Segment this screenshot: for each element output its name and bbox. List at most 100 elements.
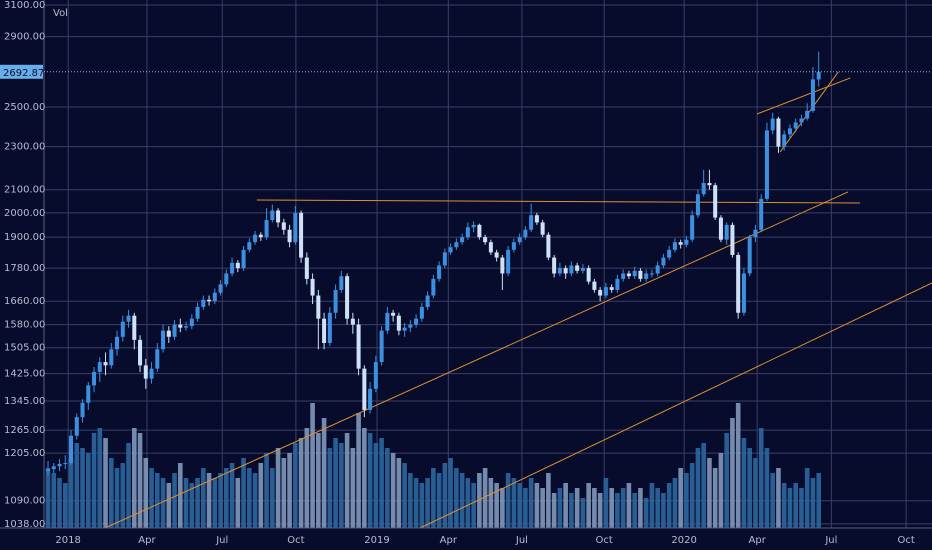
volume-bar [172, 473, 177, 528]
candle-body [92, 371, 97, 386]
candle-body [402, 327, 407, 331]
last-price-label: 2692.87 [3, 68, 44, 79]
volume-bar [137, 433, 143, 528]
volume-bar [632, 493, 637, 528]
volume-bar [534, 483, 540, 528]
volume-bar [799, 488, 804, 528]
x-tick-label: Apr [440, 535, 458, 546]
volume-bar [62, 483, 68, 528]
candle-body [327, 312, 332, 343]
volume-bar [770, 473, 775, 528]
volume-bar [730, 418, 735, 528]
volume-bar [649, 483, 655, 528]
candle-body [471, 224, 476, 228]
candle-body [356, 324, 361, 369]
candle-body [293, 212, 298, 243]
volume-bar [206, 473, 212, 528]
volume-bar [465, 478, 471, 528]
volume-bar [511, 478, 517, 528]
volume-bar [287, 453, 292, 528]
candle-body [603, 287, 608, 296]
trend-line [419, 282, 932, 529]
volume-bar [661, 493, 666, 528]
candle-body [385, 312, 390, 331]
candle-body [776, 118, 781, 147]
candle-body [437, 265, 442, 279]
volume-bar [776, 468, 781, 528]
volume-bar [482, 468, 488, 528]
volume-bar [131, 428, 137, 528]
candle-body [155, 349, 160, 369]
x-tick-label: 2018 [55, 535, 80, 546]
candle-body [253, 234, 258, 243]
candle-body [488, 242, 493, 253]
candle-body [132, 315, 137, 340]
volume-bar [735, 403, 741, 528]
candle-body [557, 268, 562, 274]
candle-body [465, 227, 470, 238]
volume-bar [281, 458, 287, 528]
candle-body [575, 265, 580, 271]
candle-body [454, 242, 459, 248]
candle-body [500, 257, 505, 274]
volume-bar [523, 488, 528, 528]
candle-body [172, 324, 177, 337]
candle-body [103, 362, 108, 366]
candle-body [736, 254, 741, 313]
candle-body [707, 182, 712, 186]
candle-body [368, 388, 373, 410]
volume-bar [178, 463, 183, 528]
volume-bar [201, 468, 206, 528]
candle-body [57, 463, 62, 467]
volume-bar [810, 478, 816, 528]
candle-body [281, 222, 286, 230]
volume-bar [603, 478, 609, 528]
volume-bar [528, 478, 534, 528]
volume-bar [339, 443, 344, 528]
volume-bar [390, 453, 396, 528]
volume-bar [557, 488, 563, 528]
y-tick-label: 1580.00 [4, 320, 45, 331]
volume-bar [569, 493, 574, 528]
candle-body [816, 71, 821, 80]
trend-line [756, 77, 851, 115]
volume-bar [597, 493, 603, 528]
candle-body [730, 224, 735, 255]
volume-bar [758, 428, 764, 528]
volume-bar [350, 448, 356, 528]
volume-bar [229, 463, 235, 528]
candle-body [534, 215, 539, 223]
candle-body [724, 224, 729, 240]
candle-body [345, 276, 350, 319]
y-tick-label: 2900.00 [4, 32, 45, 43]
volume-bar [551, 493, 557, 528]
volume-bar [385, 448, 390, 528]
candle-body [598, 289, 603, 296]
candle-body [51, 466, 56, 470]
x-tick-label: Oct [897, 535, 914, 546]
volume-bar [764, 448, 770, 528]
volume-bar [252, 473, 258, 528]
candle-body [678, 242, 683, 245]
candle-body [149, 368, 154, 379]
volume-bar [488, 478, 494, 528]
volume-bar [344, 433, 350, 528]
candle-body [460, 237, 465, 243]
candle-body [718, 217, 723, 240]
volume-bar [316, 433, 321, 528]
candle-body [414, 318, 419, 325]
candle-body [258, 234, 263, 238]
volume-bar [471, 483, 476, 528]
volume-bar [362, 428, 367, 528]
volume-bar [195, 478, 200, 528]
y-tick-label: 1345.00 [4, 396, 45, 407]
volume-bar [609, 488, 614, 528]
candle-body [805, 110, 810, 119]
volume-bar [580, 498, 586, 528]
volume-bar [678, 468, 683, 528]
volume-bar [356, 413, 361, 528]
candle-body [270, 210, 275, 221]
candle-body [287, 229, 292, 243]
candle-body [264, 220, 269, 238]
candle-body [333, 289, 338, 313]
